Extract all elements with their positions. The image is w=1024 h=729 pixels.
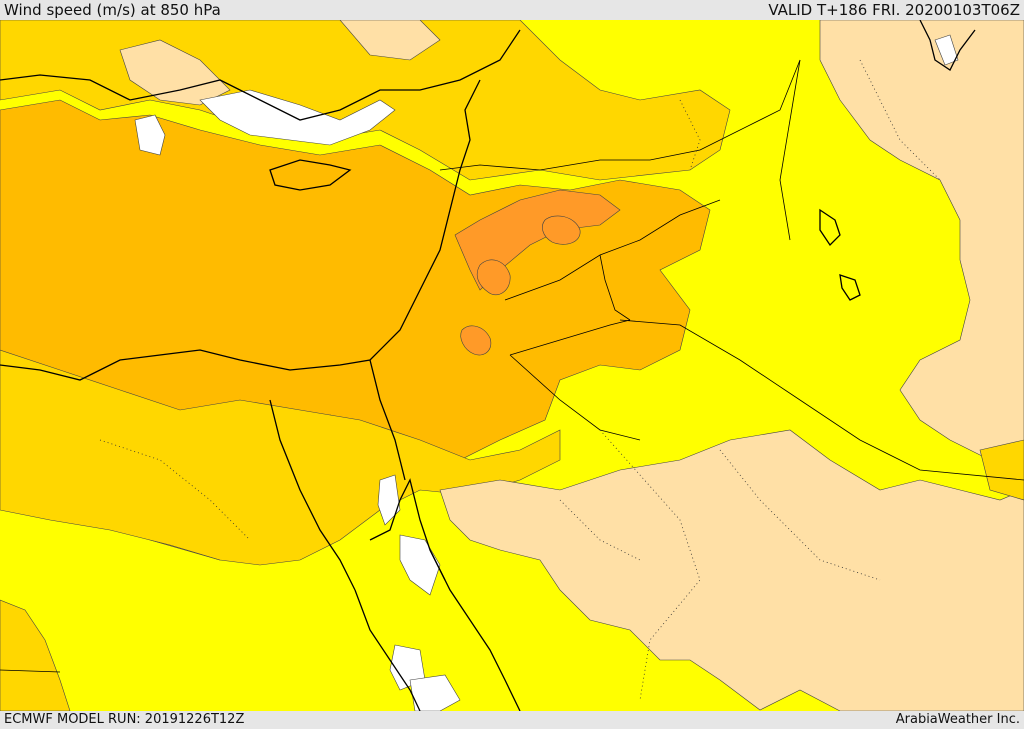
border-turkey-syria <box>439 59 801 171</box>
coast-levant-israel <box>369 359 406 481</box>
region-stronger-spot-3 <box>460 325 492 356</box>
border-jordan-iraq <box>509 319 631 356</box>
admin-line-2 <box>719 449 881 581</box>
region-calm-redsea-south-2 <box>409 674 461 711</box>
border-iraq-saudi <box>619 319 1024 481</box>
coast-redsea-west <box>354 589 421 711</box>
border-egypt-sudan <box>0 669 61 673</box>
credit: ArabiaWeather Inc. <box>895 712 1020 727</box>
admin-line-4 <box>559 499 641 561</box>
map-footer: ECMWF MODEL RUN: 20191226T12Z ArabiaWeat… <box>0 711 1024 729</box>
region-calm-aegean <box>199 89 396 146</box>
region-fresh-southwest <box>0 599 71 711</box>
region-calm-sinai <box>377 474 401 526</box>
map-header: Wind speed (m/s) at 850 hPa VALID T+186 … <box>0 0 1024 20</box>
coast-egypt-nile <box>269 399 356 591</box>
map-canvas <box>0 20 1024 711</box>
border-syria-east <box>599 254 631 321</box>
model-run: ECMWF MODEL RUN: 20191226T12Z <box>4 712 245 727</box>
wind-speed-map <box>0 20 1024 711</box>
border-jordan-saudi <box>509 354 641 441</box>
coast-turkey-south <box>0 79 481 381</box>
border-iraq-iran <box>779 59 801 241</box>
valid-time: VALID T+186 FRI. 20200103T06Z <box>768 1 1020 19</box>
coast-lake-1 <box>819 208 841 247</box>
admin-line-1 <box>599 429 701 701</box>
region-fresh-south <box>0 349 561 566</box>
region-stronger-spot-2 <box>542 215 581 245</box>
coast-lake-2 <box>839 274 861 301</box>
coast-redsea-east <box>429 549 521 711</box>
region-low-north-2 <box>339 20 441 61</box>
coast-cyprus <box>269 159 352 191</box>
coast-turkey-north <box>0 29 521 121</box>
region-stronger-spot-1 <box>476 259 511 296</box>
coast-caspian <box>919 20 976 71</box>
admin-boundaries <box>99 59 941 701</box>
borders <box>0 59 1024 673</box>
region-calm-west <box>134 114 166 156</box>
region-low-arabia <box>439 429 1024 711</box>
coastlines <box>0 20 976 711</box>
border-syria-iraq <box>504 199 721 301</box>
admin-line-6 <box>679 99 701 171</box>
region-calm-east <box>934 34 959 66</box>
map-title: Wind speed (m/s) at 850 hPa <box>4 1 221 19</box>
